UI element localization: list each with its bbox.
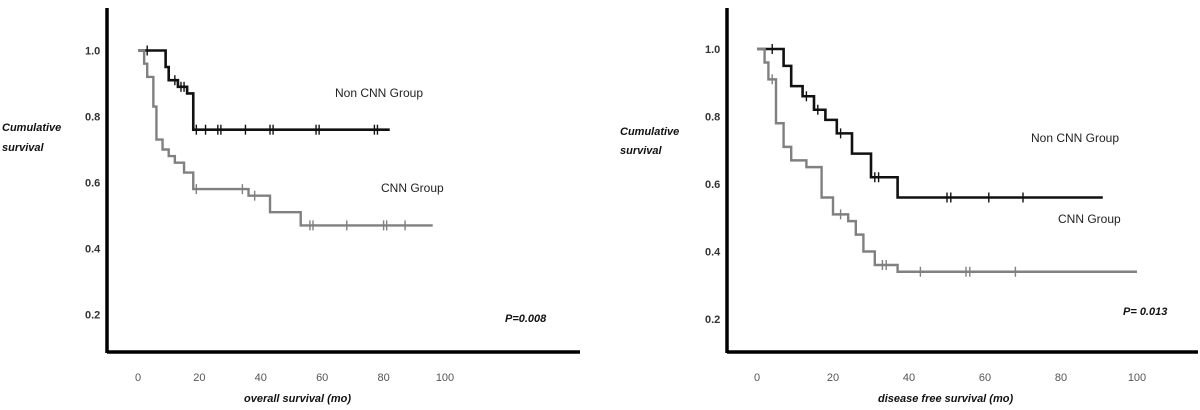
y-axis-title-line1: Cumulative — [2, 122, 61, 134]
x-tick-label: 20 — [193, 372, 205, 384]
y-tick-label: 0.4 — [85, 244, 101, 256]
y-tick-label: 0.8 — [705, 112, 720, 124]
x-axis-title: disease free survival (mo) — [878, 393, 1013, 405]
x-tick-label: 60 — [316, 372, 328, 384]
series-layer — [757, 44, 1137, 277]
x-tick-label: 100 — [436, 372, 454, 384]
x-axis-ticks: 0 20 40 60 80 100 — [754, 372, 1146, 384]
overall-survival-chart: 0.20.40.60.81.0 0 20 40 60 80 100 Cumulative … — [2, 8, 580, 405]
y-tick-label: 0.2 — [85, 310, 100, 322]
x-tick-label: 80 — [377, 372, 389, 384]
series-label-non-cnn: Non CNN Group — [1031, 131, 1119, 145]
x-tick-label: 0 — [135, 372, 141, 384]
y-tick-label: 1.0 — [85, 46, 100, 58]
x-tick-label: 40 — [903, 372, 915, 384]
x-tick-label: 0 — [754, 372, 760, 384]
y-tick-label: 0.2 — [705, 314, 720, 326]
series-line-cnn — [757, 47, 1137, 273]
x-tick-label: 60 — [979, 372, 991, 384]
series-label-cnn: CNN Group — [381, 181, 444, 195]
x-axis-title: overall survival (mo) — [244, 393, 351, 405]
series-layer — [138, 45, 433, 231]
series-label-cnn: CNN Group — [1058, 212, 1121, 226]
series-line-cnn — [138, 49, 433, 227]
y-axis-title-line2: survival — [2, 142, 45, 154]
x-axis-ticks: 0 20 40 60 80 100 — [135, 372, 454, 384]
y-tick-label: 0.6 — [85, 178, 100, 190]
y-axis-ticks: 0.2 0.4 0.6 0.8 1.0 — [705, 44, 721, 326]
disease-free-survival-chart: 0.20.40.60.81.0 0 20 40 60 80 100 Cumulative … — [620, 8, 1198, 405]
y-tick-label: 0.4 — [705, 247, 721, 259]
x-tick-label: 20 — [827, 372, 839, 384]
y-tick-label: 0.6 — [705, 179, 720, 191]
series-label-non-cnn: Non CNN Group — [335, 86, 423, 100]
y-axis-ticks: 0.2 0.4 0.6 0.8 1.0 — [85, 46, 101, 322]
p-value-annotation: P=0.008 — [505, 313, 547, 325]
y-axis-title-line1: Cumulative — [620, 126, 679, 138]
p-value-annotation: P= 0.013 — [1123, 306, 1167, 318]
x-tick-label: 40 — [255, 372, 267, 384]
series-line-non-cnn — [757, 47, 1103, 199]
series-line-non-cnn — [138, 49, 390, 131]
x-tick-label: 100 — [1128, 372, 1146, 384]
y-tick-label: 0.8 — [85, 112, 100, 124]
y-axis-title-line2: survival — [620, 145, 663, 157]
y-tick-label: 1.0 — [705, 44, 720, 56]
x-tick-label: 80 — [1055, 372, 1067, 384]
